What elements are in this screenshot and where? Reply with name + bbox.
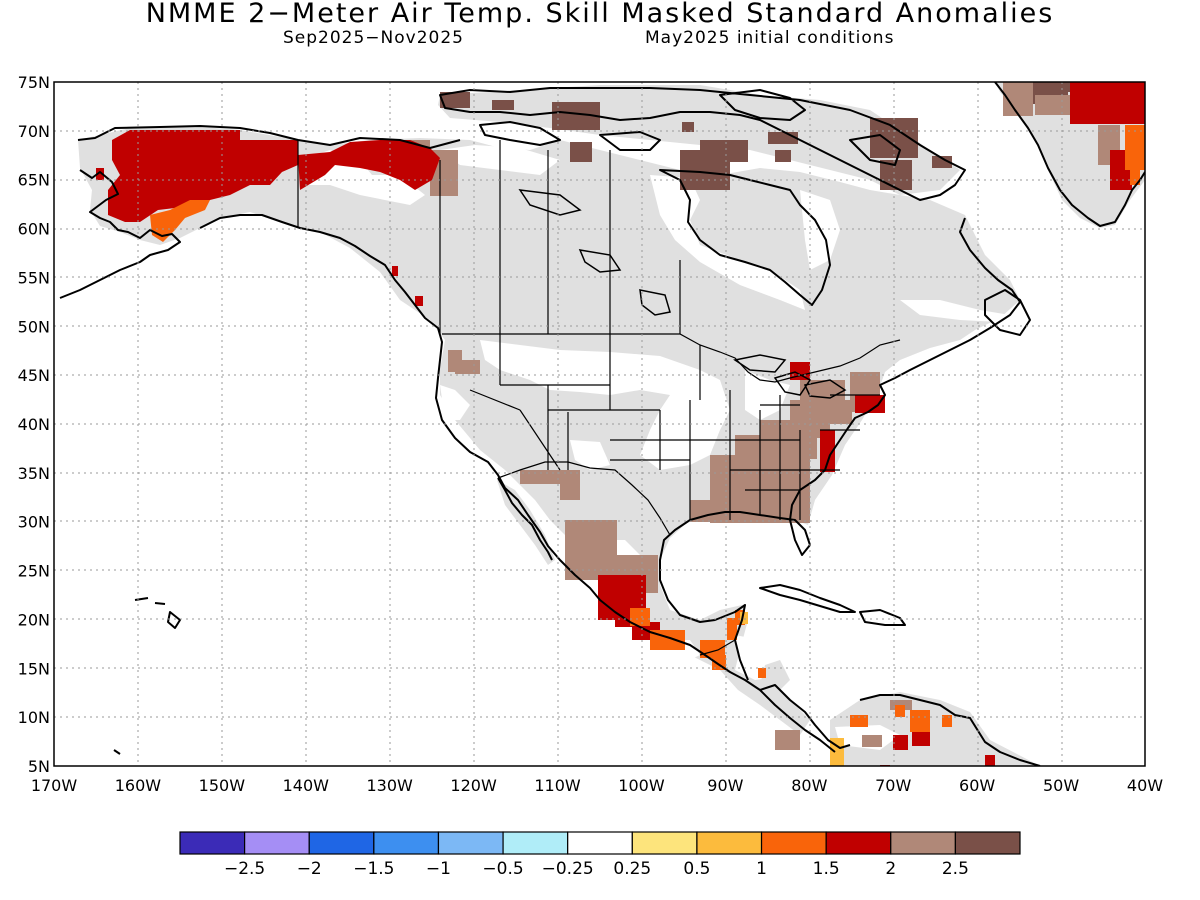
colorbar-label: −1 — [426, 859, 451, 879]
lakes — [518, 189, 847, 399]
colorbar: −2.5 −2 −1.5 −1 −0.5 −0.25 0.25 0.5 1 1.5 2 2.5 — [179, 831, 1021, 879]
lat-label: 10N — [18, 708, 50, 727]
colorbar-label: 1.5 — [813, 859, 840, 879]
colorbar-label: −1.5 — [353, 859, 394, 879]
coastline-hawaii — [134, 597, 181, 629]
forecast-period: Sep2025−Nov2025 — [283, 28, 464, 48]
us-state-lines — [469, 334, 880, 520]
coastlines — [59, 82, 1145, 766]
colorbar-swatch — [437, 831, 504, 855]
lon-label: 50W — [1043, 776, 1079, 795]
colorbar-swatch — [373, 831, 440, 855]
longitude-labels: 170W 160W 150W 140W 130W 120W 110W 100W 90W 80W 70… — [31, 776, 1163, 795]
mask-cuba — [760, 660, 790, 695]
lat-label: 50N — [18, 317, 50, 336]
border-us-canada — [442, 333, 901, 383]
colorbar-swatch — [244, 831, 310, 855]
lon-label: 170W — [31, 776, 78, 795]
lat-label: 65N — [18, 171, 50, 190]
coastline-hudson-bay — [659, 169, 831, 306]
colorbar-label: 2 — [885, 859, 896, 879]
lon-label: 70W — [875, 776, 911, 795]
lon-label: 90W — [707, 776, 743, 795]
lon-label: 160W — [115, 776, 162, 795]
latitude-labels: 75N 70N 65N 60N 55N 50N 45N 40N 35N 30N 25N 20N 15N 1… — [18, 73, 50, 776]
lat-label: 15N — [18, 659, 50, 678]
colorbar-swatch — [567, 831, 633, 855]
border-us-mexico — [497, 461, 671, 536]
colorbar-label: −2 — [297, 859, 322, 879]
coastline-gulf — [659, 217, 1021, 681]
lon-label: 80W — [791, 776, 827, 795]
map-frame — [53, 81, 1146, 767]
lon-label: 110W — [534, 776, 581, 795]
colorbar-label: 0.5 — [683, 859, 710, 879]
colorbar-label: 1 — [756, 859, 767, 879]
graticule — [54, 82, 1145, 766]
colorbar-swatch — [696, 831, 763, 855]
colorbar-swatch — [502, 831, 569, 855]
coastline-arctic — [439, 87, 966, 201]
lon-label: 60W — [959, 776, 995, 795]
lon-label: 150W — [199, 776, 246, 795]
lon-label: 100W — [618, 776, 665, 795]
colorbar-swatch — [954, 831, 1021, 855]
lat-label: 40N — [18, 415, 50, 434]
anomaly-red-1p5 — [96, 82, 1145, 766]
coastline-hispaniola — [859, 609, 906, 626]
anomaly-orange-1 — [150, 125, 1145, 732]
lat-label: 45N — [18, 366, 50, 385]
map-title: NMME 2−Meter Air Temp. Skill Masked Stan… — [145, 0, 1055, 29]
lat-label: 70N — [18, 122, 50, 141]
lat-label: 55N — [18, 268, 50, 287]
colorbar-swatch — [760, 831, 827, 855]
coastline-newfoundland — [984, 289, 1031, 336]
coastline-galapagos — [113, 749, 121, 755]
lat-label: 5N — [28, 757, 50, 776]
lat-label: 25N — [18, 562, 50, 581]
lat-label: 60N — [18, 220, 50, 239]
colorbar-label: −2.5 — [224, 859, 265, 879]
lat-label: 30N — [18, 513, 50, 532]
colorbar-swatch — [179, 831, 246, 855]
lon-label: 130W — [367, 776, 414, 795]
coastline-cuba — [759, 584, 856, 613]
lat-label: 75N — [18, 73, 50, 92]
canada-province-lines — [439, 140, 681, 334]
lat-label: 20N — [18, 610, 50, 629]
anomaly-light-orange-0p5 — [740, 612, 844, 766]
lat-label: 35N — [18, 464, 50, 483]
border-mexico-guatemala — [699, 639, 736, 656]
colorbar-swatch — [890, 831, 956, 855]
colorbar-label: 0.25 — [613, 859, 651, 879]
colorbar-swatch — [825, 831, 892, 855]
political-borders — [297, 140, 901, 656]
coastline-baja — [497, 477, 553, 561]
coastline-west — [59, 125, 836, 753]
colorbar-label: −0.5 — [482, 859, 523, 879]
colorbar-label: 2.5 — [942, 859, 969, 879]
lon-label: 120W — [450, 776, 497, 795]
coastline-greenland — [994, 82, 1145, 227]
lon-label: 140W — [283, 776, 330, 795]
colorbar-label: −0.25 — [542, 859, 594, 879]
initial-conditions: May2025 initial conditions — [645, 28, 895, 48]
colorbar-swatch — [631, 831, 698, 855]
colorbar-swatch — [308, 831, 375, 855]
lon-label: 40W — [1127, 776, 1163, 795]
